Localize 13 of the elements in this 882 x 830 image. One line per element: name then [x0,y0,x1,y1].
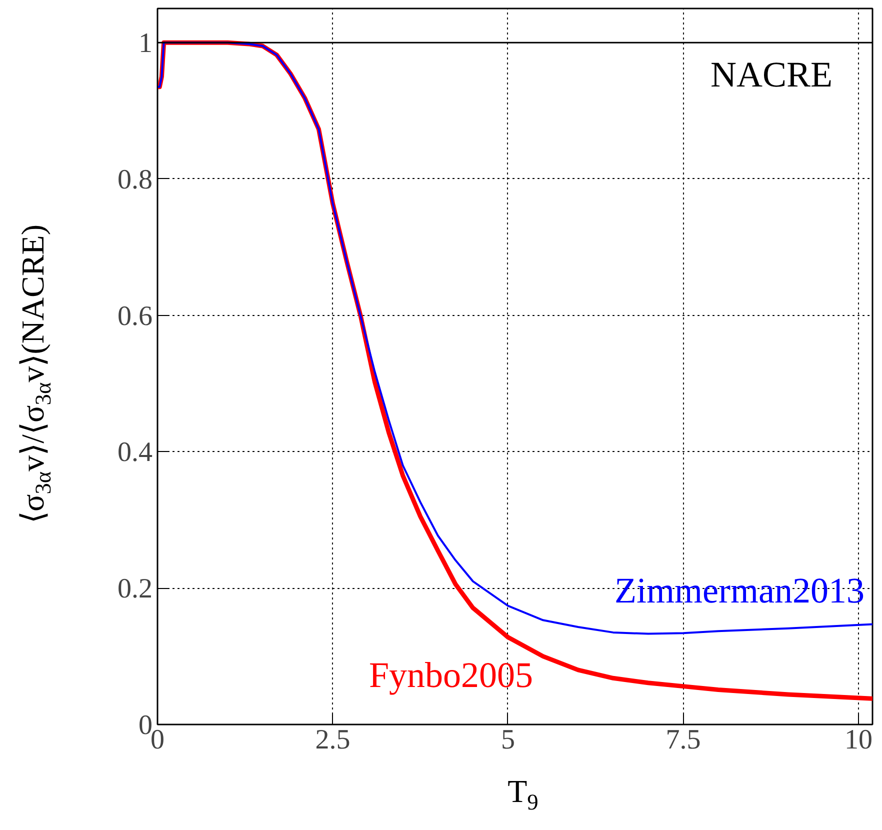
x-tick-label: 10 [844,724,872,756]
x-axis-title: T$_{9}$ [508,772,538,816]
series-label: Fynbo2005 [368,655,533,696]
y-tick-label: 1 [138,28,152,60]
y-tick-label: 0.8 [118,164,152,196]
x-tick-label: 7.5 [666,724,701,756]
y-tick-label: 0.2 [118,574,152,605]
ref-line-label: NACRE [710,54,833,95]
y-tick-label: 0.4 [118,437,152,468]
series-label: Zimmerman2013 [614,570,865,610]
y-tick-label: 0.6 [118,300,152,332]
x-tick-label: 5 [500,724,515,756]
x-tick-label: 2.5 [315,724,350,756]
